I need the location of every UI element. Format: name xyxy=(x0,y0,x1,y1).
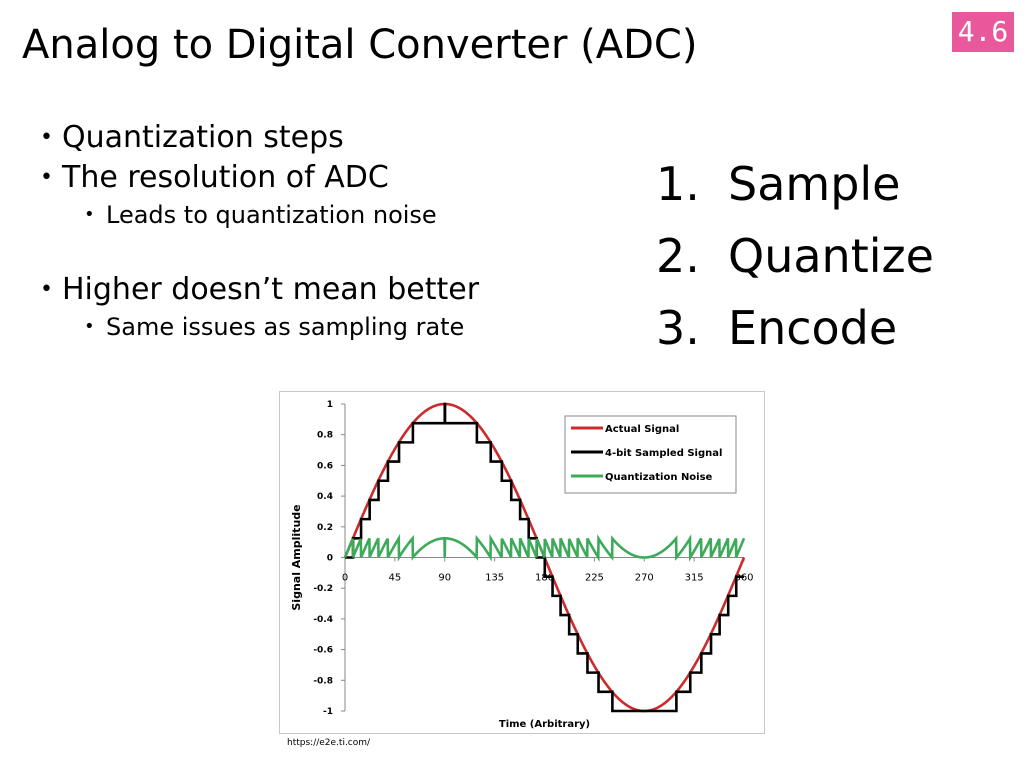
x-tick-label: 135 xyxy=(485,573,504,584)
y-tick-label: -0.2 xyxy=(313,584,333,594)
y-tick-label: 1 xyxy=(327,400,333,410)
step-number: 1. xyxy=(656,157,700,211)
x-axis-label: Time (Arbitrary) xyxy=(499,719,590,730)
bullet-list: Quantization steps The resolution of ADC… xyxy=(40,118,479,344)
adc-steps-list: 1. Sample 2. Quantize 3. Encode xyxy=(656,148,934,364)
x-tick-label: 315 xyxy=(685,573,704,584)
adc-chart-svg: 1 0.8 0.6 0.4 0.2 0 -0.2 -0.4 -0.6 -0.8 -1 0 45 90 135… xyxy=(290,400,754,730)
x-tick-label: 270 xyxy=(635,573,654,584)
bullet-quantization-steps: Quantization steps xyxy=(40,118,479,158)
step-number: 3. xyxy=(656,301,700,355)
series-line-quantization-noise xyxy=(343,533,746,562)
y-tick-label: 0.6 xyxy=(317,461,333,471)
adc-chart: 1 0.8 0.6 0.4 0.2 0 -0.2 -0.4 -0.6 -0.8 -1 0 45 90 135… xyxy=(279,391,765,734)
x-tick-label: 360 xyxy=(734,573,753,584)
step-label: Sample xyxy=(728,157,901,211)
source-url: https://e2e.ti.com/ xyxy=(287,738,371,748)
x-tick-label: 90 xyxy=(438,573,451,584)
step-label: Encode xyxy=(728,301,898,355)
legend-label: Actual Signal xyxy=(605,424,679,435)
step-sample: 1. Sample xyxy=(656,148,934,220)
step-number: 2. xyxy=(656,229,700,283)
y-tick-label: 0 xyxy=(327,554,333,564)
step-quantize: 2. Quantize xyxy=(656,220,934,292)
legend-label: 4-bit Sampled Signal xyxy=(605,448,722,459)
slide-number-badge: 4.6 xyxy=(952,12,1014,52)
sub-bullet-quantization-noise: Leads to quantization noise xyxy=(84,198,479,232)
y-tick-label: 0.4 xyxy=(317,492,333,502)
step-label: Quantize xyxy=(728,229,934,283)
y-axis-label: Signal Amplitude xyxy=(290,504,303,610)
step-encode: 3. Encode xyxy=(656,292,934,364)
y-tick-label: 0.8 xyxy=(317,431,333,441)
y-tick-label: -1 xyxy=(323,707,333,717)
bullet-resolution: The resolution of ADC xyxy=(40,158,479,198)
slide-title: Analog to Digital Converter (ADC) xyxy=(22,22,698,68)
y-tick-label: -0.4 xyxy=(313,615,333,625)
y-tick-label: -0.8 xyxy=(313,676,333,686)
bullet-spacer xyxy=(40,232,479,270)
y-tick-label: -0.6 xyxy=(313,646,333,656)
x-tick-label: 0 xyxy=(342,573,348,584)
y-tick-label: 0.2 xyxy=(317,523,333,533)
sub-bullet-sampling-rate: Same issues as sampling rate xyxy=(84,310,479,344)
bullet-higher-not-better: Higher doesn’t mean better xyxy=(40,270,479,310)
legend-label: Quantization Noise xyxy=(605,472,713,483)
x-tick-label: 45 xyxy=(389,573,402,584)
x-tick-label: 225 xyxy=(585,573,604,584)
x-tick-label: 180 xyxy=(535,573,554,584)
